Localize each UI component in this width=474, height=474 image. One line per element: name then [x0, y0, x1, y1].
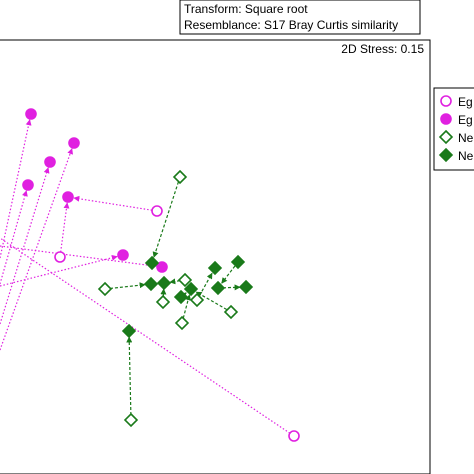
- data-point-e-f6: [117, 249, 129, 261]
- data-point-n-f7: [173, 289, 189, 305]
- data-point-n-o2: [97, 281, 113, 297]
- data-point-n-f3: [230, 254, 246, 270]
- trajectory-arrow-eg-2: [60, 202, 70, 253]
- data-point-e-f4: [22, 179, 34, 191]
- trajectory-arrow-eg-7: [0, 254, 118, 287]
- trajectory-arrow-ne-15: [195, 291, 227, 311]
- data-point-e-o3: [288, 430, 300, 442]
- legend-label-3: Ne: [458, 131, 474, 145]
- info-box: Transform: Square root Resemblance: S17 …: [179, 0, 421, 35]
- legend-marker-4: [438, 147, 454, 163]
- data-point-n-o8: [123, 412, 139, 428]
- data-point-n-f10: [121, 323, 137, 339]
- points-layer: [22, 108, 300, 442]
- legend-label-4: Ne: [458, 149, 474, 163]
- trajectory-arrow-ne-19: [222, 284, 241, 291]
- trajectory-arrow-ne-16: [182, 294, 191, 319]
- trajectory-arrow-eg-9: [0, 237, 291, 434]
- data-point-n-o4: [155, 294, 171, 310]
- data-point-e-f5: [62, 191, 74, 203]
- legend: Eg Eg Ne Ne: [433, 87, 474, 171]
- transform-label: Transform: Square root: [184, 2, 308, 16]
- data-point-n-o1: [172, 169, 188, 185]
- data-point-n-o7: [174, 315, 190, 331]
- data-point-n-f4: [143, 276, 159, 292]
- data-point-n-o3: [177, 272, 193, 288]
- data-point-e-o1: [151, 205, 163, 217]
- trajectory-arrow-eg-5: [0, 167, 50, 325]
- data-point-e-f2: [68, 137, 80, 149]
- data-point-n-f9: [238, 279, 254, 295]
- data-point-e-f3: [44, 156, 56, 168]
- data-point-e-f1: [25, 108, 37, 120]
- trajectory-arrow-ne-20: [180, 292, 187, 299]
- trajectory-arrow-ne-17: [126, 336, 133, 416]
- data-point-n-f2: [207, 260, 223, 276]
- legend-marker-3: [438, 129, 454, 145]
- data-point-n-f8: [210, 280, 226, 296]
- trajectory-arrow-eg-8: [0, 245, 157, 269]
- legend-marker-2: [440, 113, 452, 125]
- data-point-e-f7: [156, 261, 168, 273]
- trajectory-arrow-eg-3: [0, 119, 32, 259]
- stress-label: 2D Stress: 0.15: [341, 42, 424, 56]
- trajectory-arrow-ne-18: [221, 265, 236, 284]
- data-point-n-f5: [156, 275, 172, 291]
- info-box-frame: [179, 0, 421, 35]
- legend-marker-1: [440, 95, 452, 107]
- trajectory-arrow-ne-12: [169, 278, 181, 285]
- trajectory-arrow-eg-1: [73, 195, 153, 211]
- data-point-e-o2: [54, 251, 66, 263]
- resemblance-label: Resemblance: S17 Bray Curtis similarity: [184, 18, 398, 32]
- trajectory-arrow-eg-4: [0, 190, 28, 285]
- plot-frame: [0, 39, 431, 474]
- data-point-n-f6: [183, 281, 199, 297]
- arrows-layer: [0, 119, 291, 434]
- legend-label-1: Eg: [458, 95, 473, 109]
- legend-label-2: Eg: [458, 113, 473, 127]
- trajectory-arrow-eg-6: [0, 148, 73, 351]
- data-point-n-o6: [223, 304, 239, 320]
- trajectory-arrow-ne-10: [152, 181, 180, 258]
- data-point-n-o5: [189, 292, 205, 308]
- trajectory-arrow-ne-14: [198, 272, 213, 296]
- trajectory-arrow-ne-11: [109, 282, 146, 290]
- data-point-n-f1: [144, 255, 160, 271]
